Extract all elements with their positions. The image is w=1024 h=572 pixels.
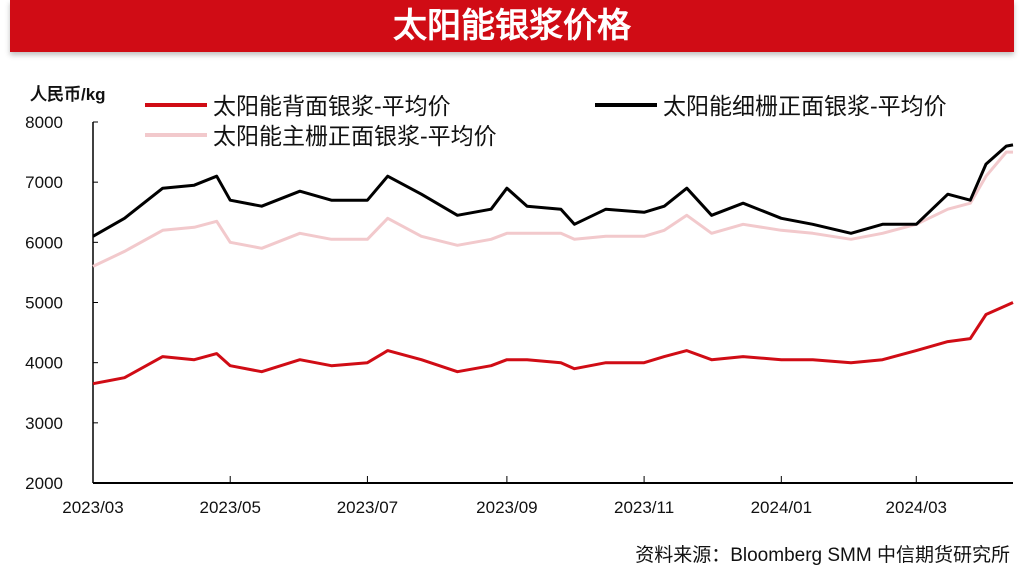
x-tick-label: 2023/09 [476,498,537,517]
legend-label: 太阳能背面银浆-平均价 [213,93,451,119]
series-line [92,301,1014,386]
source-note: 资料来源：Bloomberg SMM 中信期货研究所 [635,545,1010,566]
chart-title: 太阳能银浆价格 [10,0,1014,52]
x-tick-label: 2023/05 [199,498,260,517]
y-axis-label: 人民币/kg [30,85,106,104]
x-tick-label: 2023/11 [614,498,674,517]
x-tick-label: 2024/01 [751,498,812,517]
y-tick-label: 8000 [25,113,63,132]
y-tick-label: 7000 [25,173,63,192]
y-tick-label: 3000 [25,414,63,433]
y-tick-label: 5000 [25,294,63,313]
legend-label: 太阳能主栅正面银浆-平均价 [213,123,497,149]
y-tick-label: 6000 [25,233,63,252]
series-line [92,143,1014,238]
legend-label: 太阳能细栅正面银浆-平均价 [663,93,947,119]
series-line [92,150,1013,268]
x-tick-label: 2024/03 [886,498,947,517]
x-tick-label: 2023/07 [337,498,398,517]
y-tick-label: 4000 [25,354,63,373]
y-tick-label: 2000 [25,474,63,493]
x-tick-label: 2023/03 [62,498,123,517]
